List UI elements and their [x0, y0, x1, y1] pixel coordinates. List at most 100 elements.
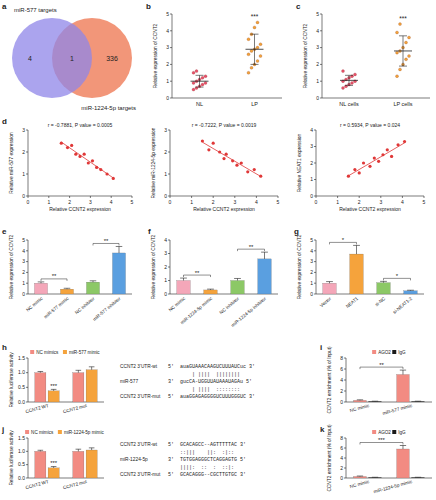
- sequence: 5' auaGGAGAGGGGUCUUUGGGUC 3': [168, 394, 255, 400]
- data-point: [192, 88, 195, 91]
- sd-cap: [399, 35, 407, 36]
- significance-label: ***: [50, 460, 58, 466]
- x-axis: [316, 196, 424, 197]
- error-cap: [64, 288, 71, 289]
- data-point: [253, 168, 256, 171]
- legend-label: AGO2: [378, 350, 391, 355]
- y-axis-label: Relative luciferase activity: [9, 430, 14, 486]
- y-tick: [320, 14, 322, 15]
- bar: [323, 283, 337, 294]
- plot-area: [191, 21, 264, 91]
- data-point: [240, 161, 243, 164]
- alignment-label: miR-577: [120, 379, 138, 384]
- base-pairing: | |||| ::::::::: [168, 387, 240, 393]
- x-tick-label: NC mimic: [349, 479, 370, 489]
- significance-label: ***: [399, 15, 407, 22]
- x-tick-label: LP cells: [393, 101, 412, 107]
- panel-label: a: [2, 2, 7, 11]
- error-cap: [51, 389, 57, 390]
- legend-swatch: [63, 350, 67, 354]
- y-tick: [168, 253, 170, 254]
- panel-label: g: [294, 227, 299, 236]
- error-cap: [261, 252, 268, 253]
- bar: [35, 451, 46, 478]
- plot-area: [354, 446, 425, 479]
- x-tick-label: 4: [110, 199, 113, 205]
- plot-area: [323, 245, 418, 294]
- y-tick-label: 5: [310, 237, 313, 243]
- x-tick-label: miR-577 mimic: [382, 403, 414, 416]
- legend-label: IgG: [398, 350, 406, 355]
- sd-bar: [254, 34, 255, 64]
- error-bar: [91, 367, 92, 370]
- x-axis: [28, 196, 132, 197]
- stat-annotation: r = -0.7222, P value = 0.0019: [192, 122, 257, 128]
- data-point: [342, 86, 345, 89]
- y-axis-label: Relative expression of CCNT2: [151, 234, 156, 299]
- x-axis-label: Relative CCNT2 expression: [193, 206, 255, 212]
- y-tick: [314, 146, 316, 147]
- plot-area: [201, 139, 263, 177]
- x-tick-label: CCNT2 WT: [25, 479, 49, 490]
- data-point: [78, 155, 81, 158]
- y-tick: [26, 272, 28, 273]
- y-tick-label: 3: [22, 127, 25, 133]
- base-pairing: | |||| ||||||||: [168, 372, 240, 378]
- y-tick-label: 2: [22, 149, 25, 155]
- data-point: [246, 170, 249, 173]
- panel-label: e: [2, 227, 7, 236]
- x-tick-label: 3: [89, 199, 92, 205]
- y-tick: [314, 179, 316, 180]
- x-tick-label: CCNT2 mut: [63, 479, 88, 490]
- y-tick-label: 0: [166, 95, 169, 101]
- sd-cap: [251, 64, 259, 65]
- bar: [258, 259, 272, 294]
- significance-label: **: [195, 270, 200, 276]
- y-axis: [170, 130, 171, 196]
- data-point: [399, 68, 402, 71]
- legend-swatch: [30, 350, 34, 354]
- y-tick-label: 0: [22, 291, 25, 297]
- y-tick-label: 2: [164, 149, 167, 155]
- error-cap: [116, 246, 123, 247]
- y-tick: [26, 372, 28, 373]
- y-tick: [314, 261, 316, 262]
- significance-label: ***: [50, 383, 58, 389]
- y-tick: [344, 380, 346, 381]
- y-tick: [168, 152, 170, 153]
- panel-label: j: [1, 425, 4, 434]
- error-bar: [356, 245, 357, 254]
- error-bar: [78, 370, 79, 372]
- data-point: [247, 71, 250, 74]
- y-tick-label: 0.5: [18, 384, 25, 390]
- data-point: [259, 55, 262, 58]
- data-point: [259, 175, 262, 178]
- data-point: [231, 159, 234, 162]
- error-cap: [207, 289, 214, 290]
- data-point: [405, 58, 408, 61]
- x-tick-label: miR-577 mimic: [43, 295, 70, 319]
- panel-label: c: [296, 2, 301, 11]
- legend-swatch: [392, 350, 396, 354]
- legend-swatch: [25, 430, 29, 434]
- y-axis: [172, 14, 173, 98]
- legend-label: NC mimics: [31, 430, 54, 435]
- y-tick: [26, 451, 28, 452]
- significance-label: **: [379, 362, 384, 368]
- data-point: [390, 155, 393, 158]
- y-tick: [26, 174, 28, 175]
- data-point: [201, 139, 204, 142]
- y-tick-label: 1: [316, 78, 319, 84]
- panel-label: f: [148, 227, 151, 236]
- bar: [397, 375, 410, 403]
- y-tick: [26, 478, 28, 479]
- y-tick-label: 1: [310, 280, 313, 286]
- y-tick: [344, 458, 346, 459]
- x-tick-label: miR-1224-5p mimic: [179, 295, 213, 325]
- error-cap: [76, 370, 82, 371]
- y-tick-label: 1: [164, 277, 167, 283]
- y-tick: [314, 272, 316, 273]
- y-tick-label: 3: [316, 44, 319, 50]
- y-tick-label: 3: [310, 258, 313, 264]
- bar: [35, 373, 46, 402]
